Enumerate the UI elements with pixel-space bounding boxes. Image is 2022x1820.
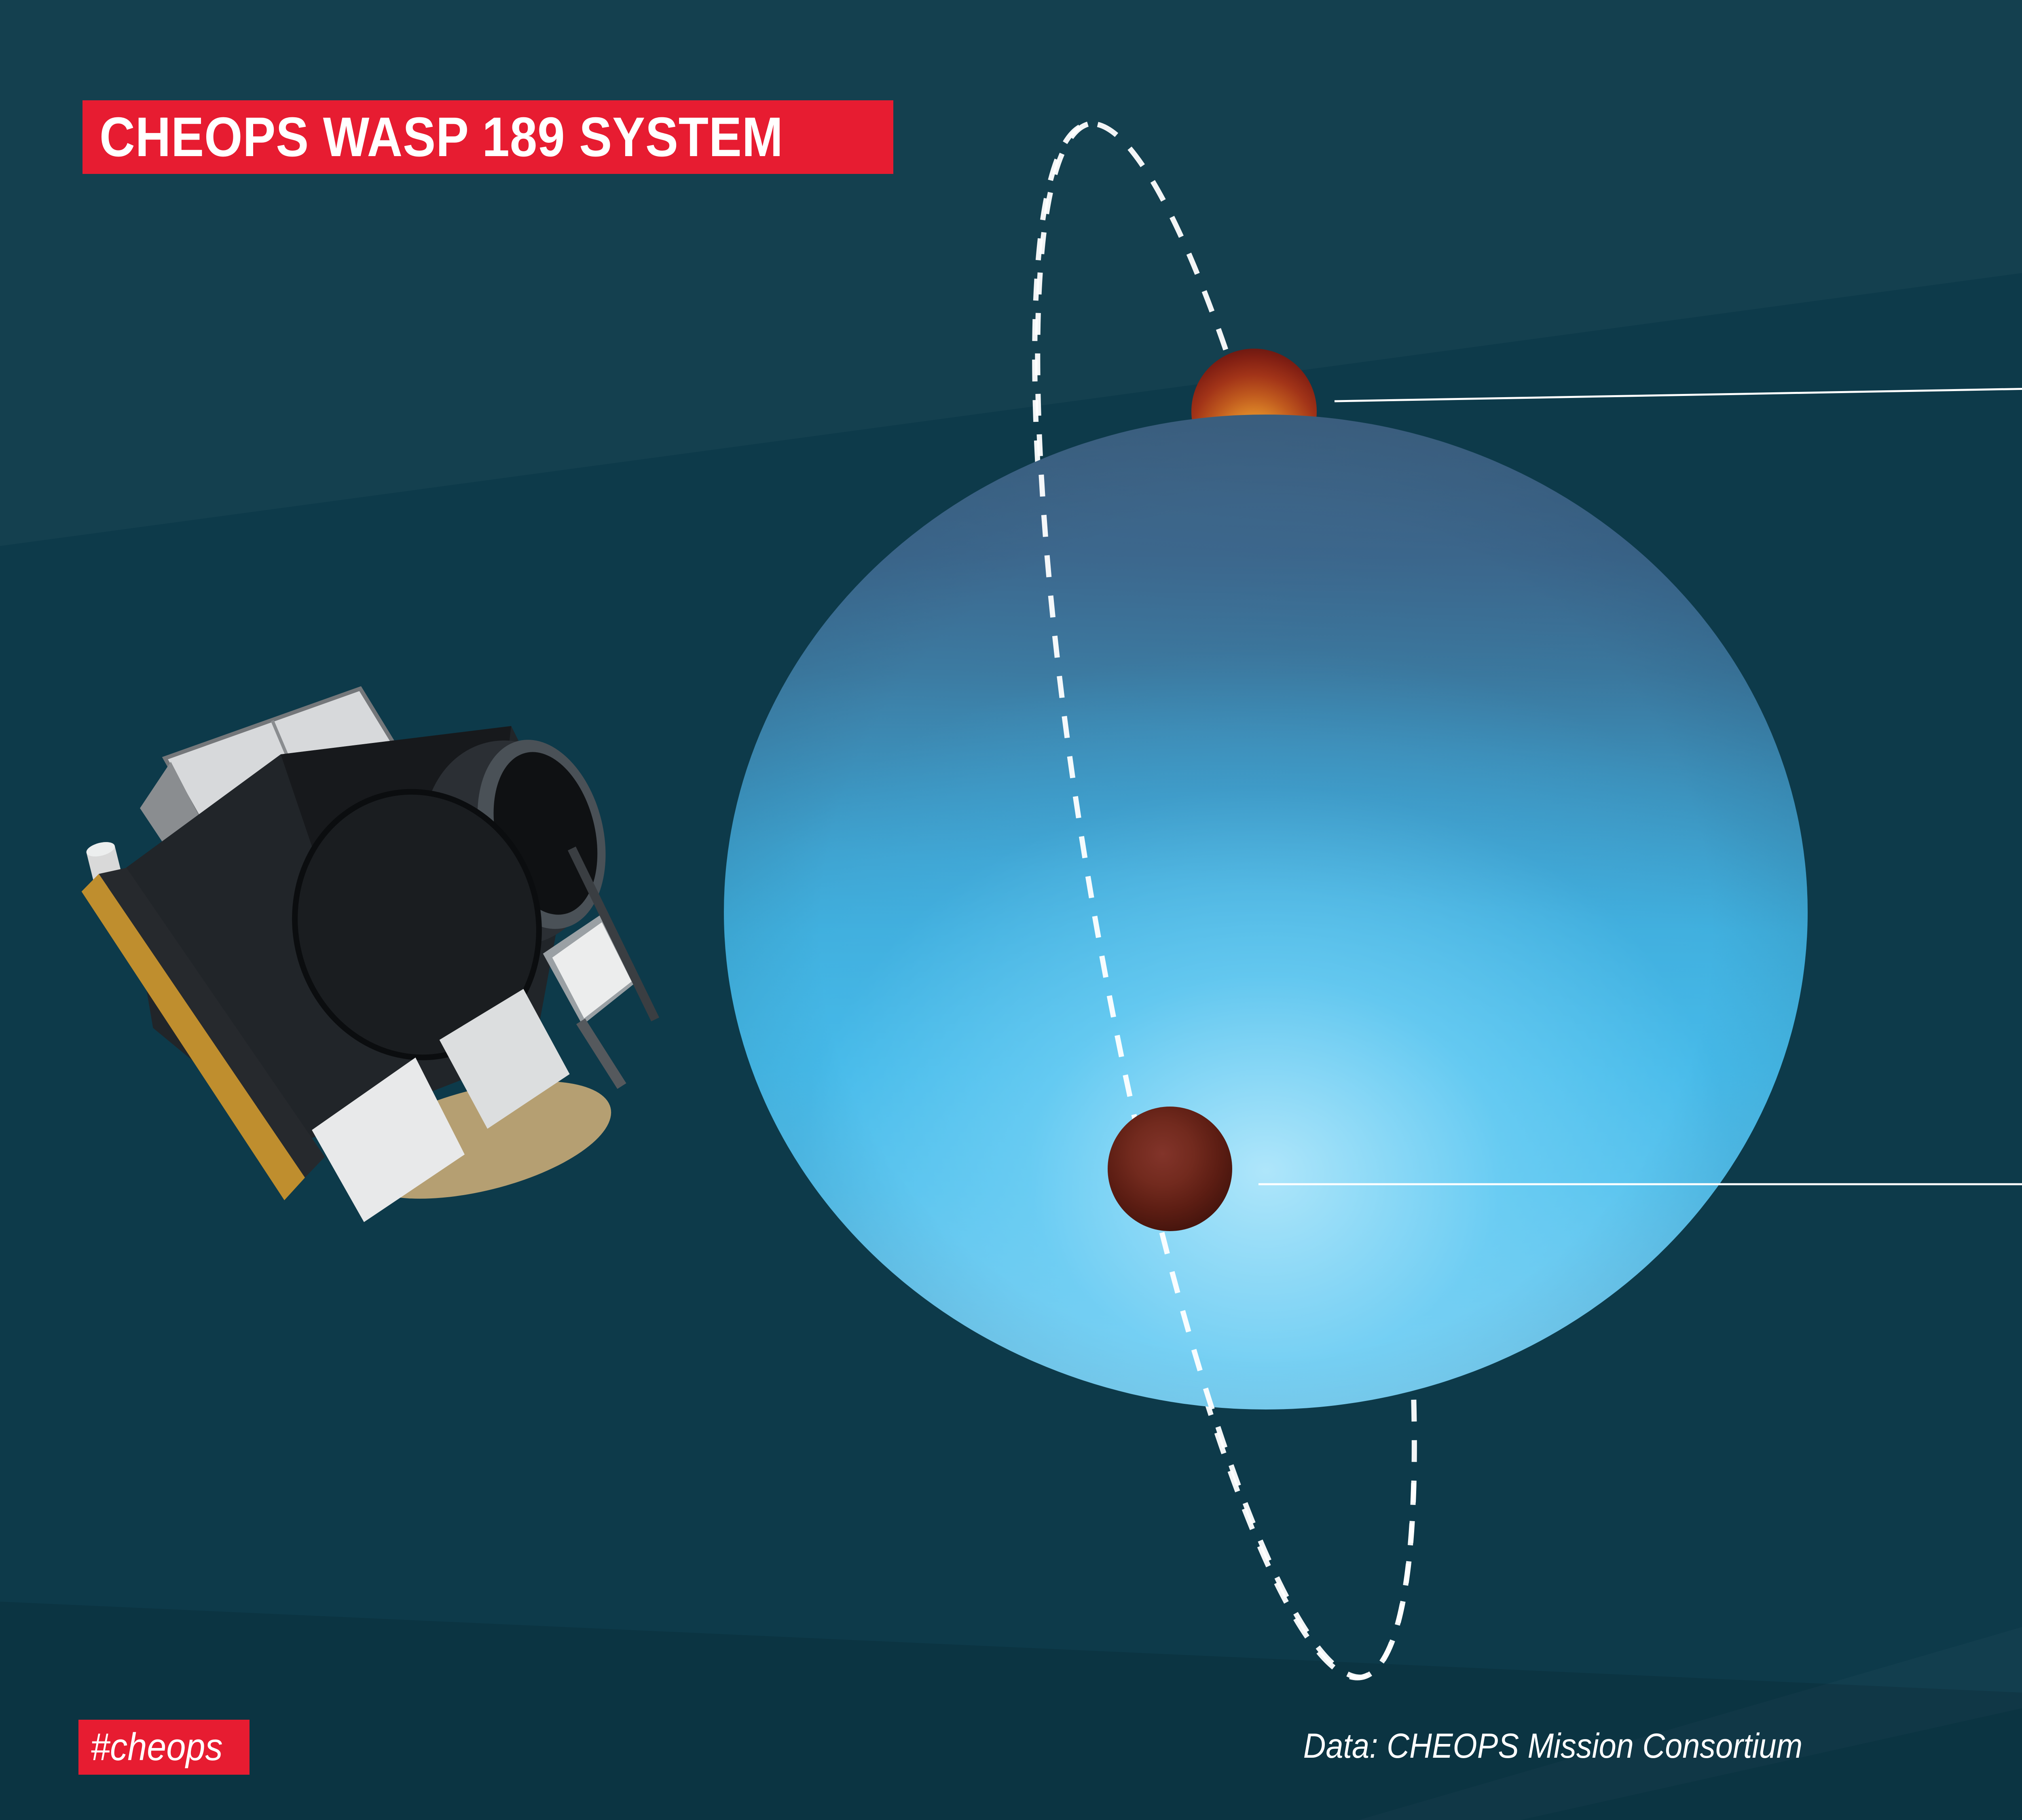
data-credit: Data: CHEOPS Mission Consortium (1303, 1727, 1803, 1765)
page-title: CHEOPS WASP 189 SYSTEM (99, 106, 783, 168)
callout-arrow-occultation (1334, 387, 2022, 402)
title-banner: CHEOPS WASP 189 SYSTEM (82, 100, 894, 174)
planet-wasp189b-transit (1108, 1107, 1232, 1231)
star-wasp189 (724, 415, 1808, 1409)
cheops-satellite-illustration (81, 686, 660, 1222)
satellite-radiator-panel (312, 1057, 465, 1222)
hashtag-text: #cheops (91, 1725, 223, 1769)
satellite-gold-edge (81, 874, 305, 1200)
hashtag-banner: #cheops (78, 1720, 250, 1775)
